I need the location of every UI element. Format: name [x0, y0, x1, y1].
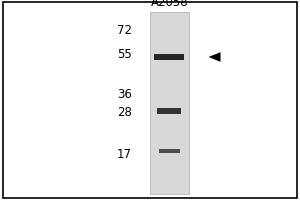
Bar: [158, 108, 182, 114]
Bar: [159, 149, 180, 153]
Polygon shape: [208, 52, 220, 62]
Bar: [150, 12, 189, 194]
Text: 36: 36: [117, 88, 132, 100]
Text: A2058: A2058: [151, 0, 188, 9]
Text: 55: 55: [117, 48, 132, 62]
Text: 28: 28: [117, 106, 132, 119]
Bar: [154, 54, 184, 60]
Text: 17: 17: [117, 148, 132, 160]
Text: 72: 72: [117, 24, 132, 38]
